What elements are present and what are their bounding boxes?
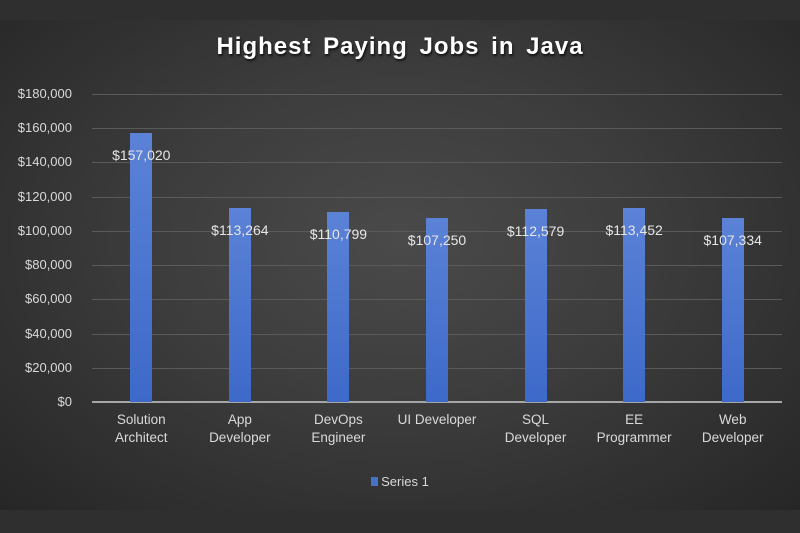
y-tick-label: $120,000 (17, 188, 72, 204)
x-tick-label: Solution Architect (93, 411, 189, 447)
bar (426, 218, 448, 402)
x-tick-label-line: Engineer (311, 430, 366, 445)
y-tick-label: $60,000 (25, 291, 72, 307)
x-tick-label: Web Developer (685, 411, 781, 447)
x-tick-label: EE Programmer (586, 411, 682, 447)
y-tick-label: $140,000 (17, 154, 72, 170)
bar (524, 209, 547, 402)
x-tick-label-line: Architect (115, 430, 168, 445)
x-tick-label-line: DevOps (314, 412, 363, 427)
bar (327, 212, 350, 402)
x-tick-label-line: UI Developer (397, 412, 477, 427)
legend: Series 1 (0, 474, 800, 489)
legend-label: Series 1 (381, 474, 429, 489)
gridline (92, 196, 782, 198)
x-tick-label: SQL Developer (488, 411, 584, 447)
data-label: $107,334 (703, 232, 762, 249)
bar (228, 208, 251, 402)
chart-title: Highest Paying Jobs in Java (216, 33, 584, 60)
data-label: $112,579 (506, 223, 565, 240)
data-label: $113,264 (211, 222, 269, 239)
y-tick-label: $80,000 (25, 257, 72, 273)
x-tick-label-line: Developer (701, 430, 764, 445)
x-tick-label: DevOps Engineer (290, 411, 386, 447)
y-tick-label: $20,000 (25, 359, 72, 375)
y-tick-label: $0 (57, 394, 72, 409)
y-tick-label: $40,000 (25, 325, 72, 341)
x-tick-label-line: Developer (209, 430, 271, 445)
x-tick-label-line: Developer (504, 430, 567, 445)
gridline (92, 94, 782, 95)
bar (721, 218, 744, 402)
data-label: $110,799 (309, 226, 368, 243)
x-tick-label-line: Solution (116, 412, 166, 427)
gridline (92, 128, 782, 130)
y-tick-label: $100,000 (17, 222, 72, 238)
x-axis-line (92, 401, 782, 403)
x-tick-label-line: App (227, 412, 252, 427)
x-tick-label: UI Developer (389, 411, 485, 429)
x-tick-label-line: Web (718, 412, 747, 427)
data-label: $107,250 (407, 232, 467, 249)
x-tick-label: App Developer (192, 411, 288, 447)
bar (623, 207, 646, 402)
legend-swatch-icon (371, 477, 379, 486)
bar (130, 133, 153, 402)
data-label: $157,020 (112, 147, 171, 164)
x-tick-label-line: Programmer (596, 430, 672, 445)
y-tick-label: $160,000 (17, 120, 72, 136)
gridline (92, 162, 782, 164)
x-tick-label-line: EE (625, 412, 644, 427)
x-tick-label-line: SQL (522, 412, 550, 427)
y-tick-label: $180,000 (17, 86, 72, 101)
data-label: $113,452 (605, 221, 663, 238)
